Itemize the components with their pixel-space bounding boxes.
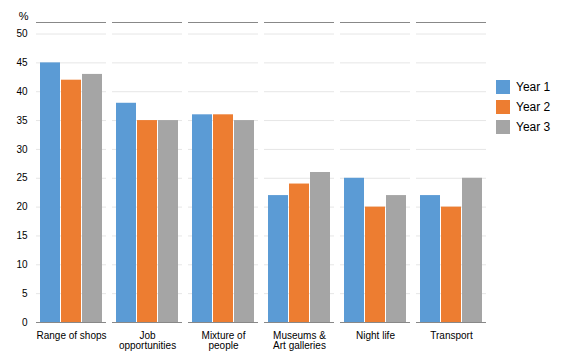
svg-text:%: %	[19, 10, 29, 22]
svg-text:15: 15	[16, 230, 28, 241]
svg-text:Museums &Art galleries: Museums &Art galleries	[273, 330, 326, 351]
svg-text:40: 40	[16, 86, 28, 97]
svg-text:50: 50	[16, 28, 28, 39]
svg-text:45: 45	[16, 57, 28, 68]
svg-text:5: 5	[22, 288, 28, 299]
html-text:Year 2: Year 2	[516, 100, 551, 114]
svg-text:0: 0	[22, 317, 28, 328]
html-text:Year 3: Year 3	[516, 120, 551, 134]
svg-text:30: 30	[16, 144, 28, 155]
svg-text:25: 25	[16, 172, 28, 183]
svg-text:10: 10	[16, 259, 28, 270]
svg-text:Jobopportunities: Jobopportunities	[119, 330, 176, 351]
svg-text:20: 20	[16, 201, 28, 212]
svg-text:Mixture ofpeople: Mixture ofpeople	[202, 330, 246, 351]
svg-text:Range of shops: Range of shops	[36, 330, 106, 341]
html-text:Year 1: Year 1	[516, 80, 551, 94]
svg-text:Night life: Night life	[356, 330, 395, 341]
svg-text:Transport: Transport	[430, 330, 473, 341]
svg-text:35: 35	[16, 115, 28, 126]
